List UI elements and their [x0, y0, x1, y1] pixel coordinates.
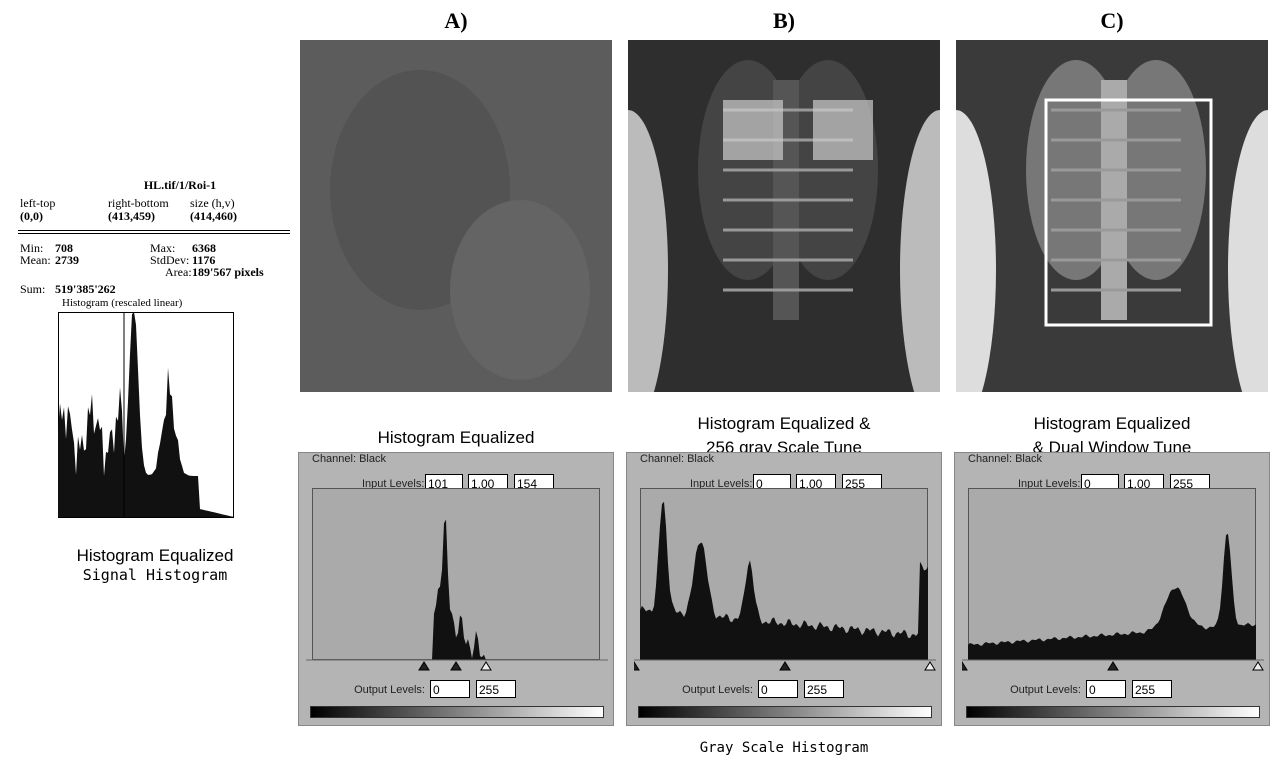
body-edge — [628, 110, 668, 392]
input-box: 154 — [514, 474, 554, 492]
stats-area-label: Area: — [165, 265, 192, 279]
stats-coord: (0,0) — [20, 209, 43, 223]
levels-histogram — [312, 488, 600, 660]
bright-region — [723, 100, 783, 160]
slider-thumb — [480, 661, 492, 671]
signal-histogram — [58, 312, 234, 518]
slider-thumb — [779, 661, 791, 671]
stats-area: 189'567 pixels — [192, 265, 264, 279]
stats-header: left-top — [20, 196, 56, 210]
bright-region — [813, 100, 873, 160]
output-box: 255 — [1132, 680, 1172, 698]
output-gradient — [638, 706, 932, 718]
panel-caption: Histogram Equalized — [1033, 414, 1191, 433]
stats-stddev-label: StdDev: — [150, 253, 190, 267]
stats-coord: (413,459) — [108, 209, 155, 223]
stats-sum-label: Sum: — [20, 282, 46, 296]
output-box: 0 — [758, 680, 798, 698]
input-label: Input Levels: — [690, 478, 753, 490]
panel-label: B) — [773, 8, 795, 33]
stats-stddev: 1176 — [192, 253, 216, 267]
output-box: 0 — [1086, 680, 1126, 698]
roi-box — [1044, 98, 1213, 327]
panel-caption: Histogram Equalized — [377, 428, 535, 447]
histogram-title: Histogram (rescaled linear) — [62, 297, 183, 309]
stats-mean: 2739 — [55, 253, 79, 267]
slider-thumb — [634, 661, 640, 671]
x-ray-image — [300, 40, 612, 392]
histogram-area — [58, 312, 234, 517]
body-edge — [956, 110, 996, 392]
stats-min-label: Min: — [20, 241, 44, 255]
slider-thumb — [1107, 661, 1119, 671]
slider-thumb — [1252, 661, 1264, 671]
stats-header: size (h,v) — [190, 196, 235, 210]
output-label: Output Levels: — [354, 684, 425, 696]
left-caption: Histogram Equalized — [76, 546, 234, 565]
body-edge — [900, 110, 940, 392]
histogram-area — [640, 501, 928, 660]
histogram-frame — [312, 488, 600, 660]
output-box: 255 — [804, 680, 844, 698]
histogram-area — [968, 533, 1256, 660]
channel-label: Channel: Black — [968, 453, 1042, 465]
stats-max-label: Max: — [150, 241, 176, 255]
input-label: Input Levels: — [362, 478, 425, 490]
slider — [962, 659, 1264, 671]
panel-caption: Histogram Equalized & — [697, 414, 871, 433]
channel-label: Channel: Black — [312, 453, 386, 465]
slider-thumb — [962, 661, 968, 671]
stats-max: 6368 — [192, 241, 216, 255]
levels-histogram — [640, 488, 928, 660]
stats-mean-label: Mean: — [20, 253, 51, 267]
input-label: Input Levels: — [1018, 478, 1081, 490]
left-caption: Signal Histogram — [82, 566, 228, 584]
output-box: 255 — [476, 680, 516, 698]
panel-label: C) — [1100, 8, 1124, 33]
output-gradient — [310, 706, 604, 718]
levels-histogram — [968, 488, 1256, 660]
slider-thumb — [924, 661, 936, 671]
footer-caption: Gray Scale Histogram — [699, 740, 869, 756]
slider-thumb — [418, 661, 430, 671]
x-ray-image — [628, 40, 940, 392]
panel-label: A) — [444, 8, 468, 33]
image-shade — [450, 200, 590, 380]
stats-coord: (414,460) — [190, 209, 237, 223]
stats-min: 708 — [55, 241, 73, 255]
slider — [306, 659, 608, 671]
stats-header: right-bottom — [108, 196, 169, 210]
x-ray-image — [956, 40, 1268, 392]
output-label: Output Levels: — [1010, 684, 1081, 696]
output-box: 0 — [430, 680, 470, 698]
body-edge — [1228, 110, 1268, 392]
stats-title: HL.tif/1/Roi-1 — [143, 178, 217, 192]
double-rule — [18, 230, 290, 234]
slider — [634, 659, 936, 671]
input-box: 255 — [842, 474, 882, 492]
output-gradient — [966, 706, 1260, 718]
output-label: Output Levels: — [682, 684, 753, 696]
stats-sum: 519'385'262 — [55, 282, 116, 296]
input-box: 255 — [1170, 474, 1210, 492]
channel-label: Channel: Black — [640, 453, 714, 465]
input-box: 1.00 — [468, 474, 508, 492]
slider-thumb — [450, 661, 462, 671]
